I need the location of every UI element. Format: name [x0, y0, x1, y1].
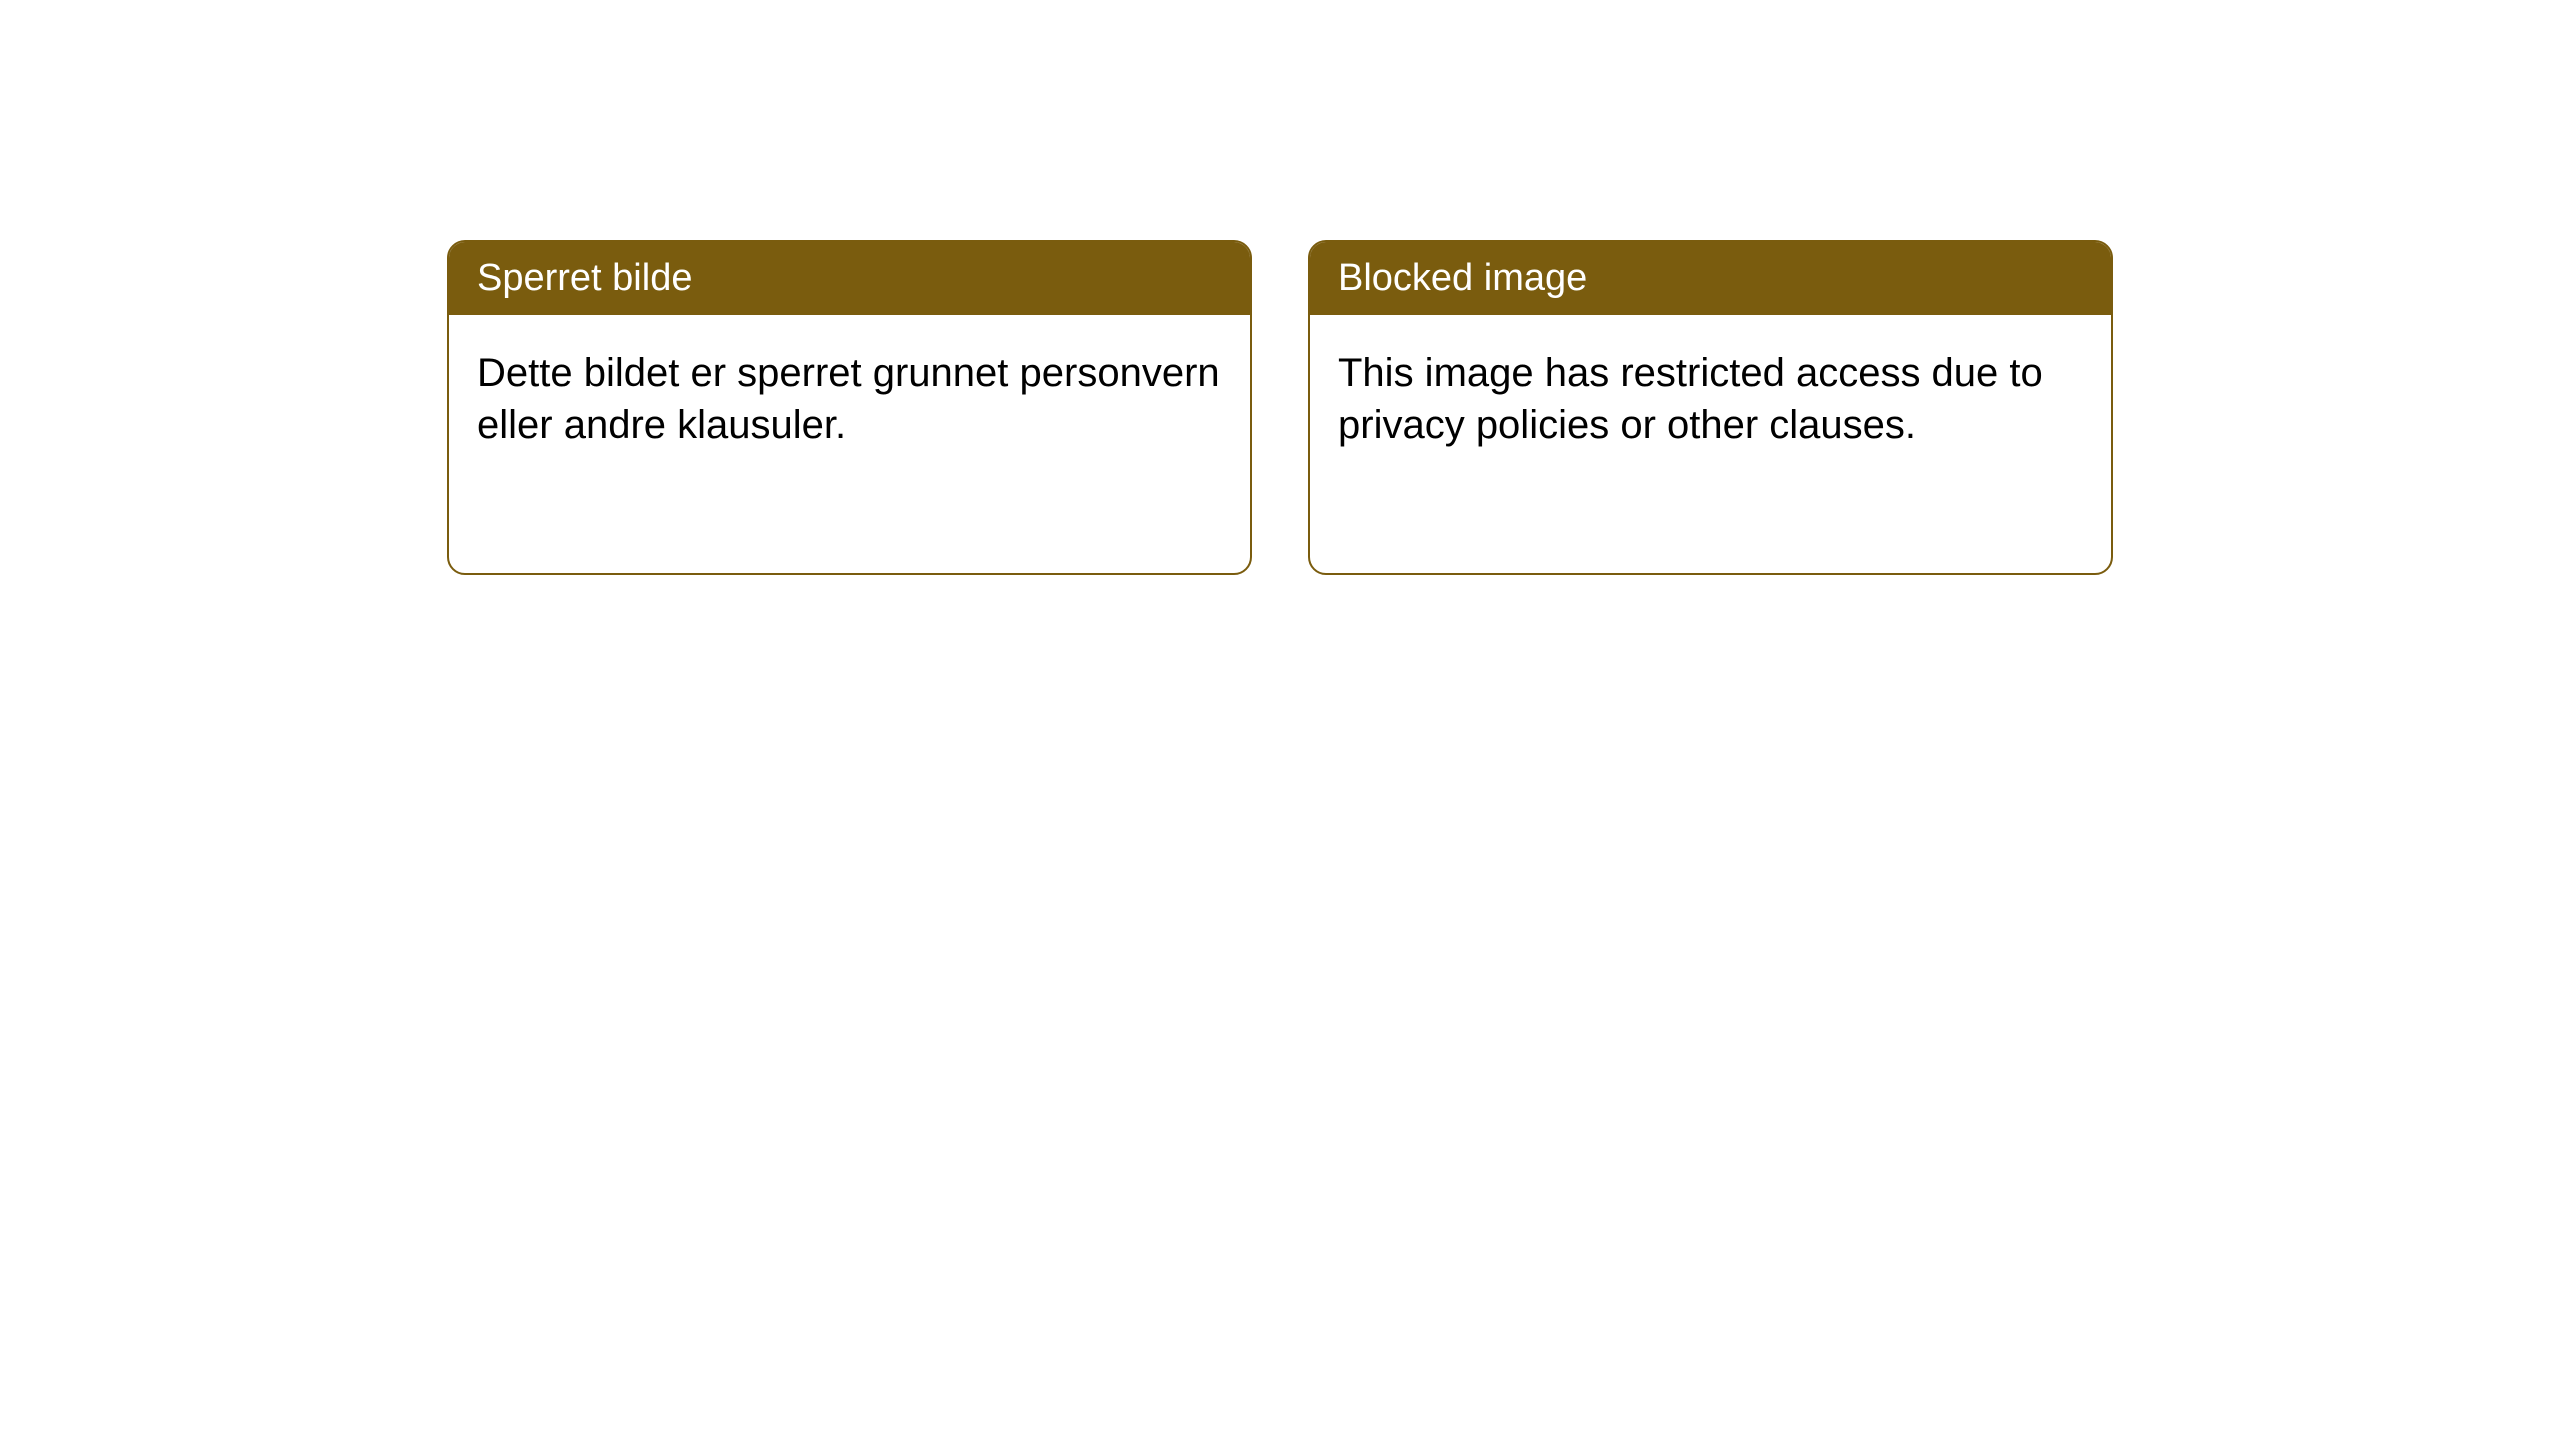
- notice-card-norwegian: Sperret bilde Dette bildet er sperret gr…: [447, 240, 1252, 575]
- notice-body: This image has restricted access due to …: [1310, 315, 2111, 483]
- notice-container: Sperret bilde Dette bildet er sperret gr…: [447, 240, 2113, 575]
- notice-title: Blocked image: [1310, 242, 2111, 315]
- notice-card-english: Blocked image This image has restricted …: [1308, 240, 2113, 575]
- notice-title: Sperret bilde: [449, 242, 1250, 315]
- notice-body: Dette bildet er sperret grunnet personve…: [449, 315, 1250, 483]
